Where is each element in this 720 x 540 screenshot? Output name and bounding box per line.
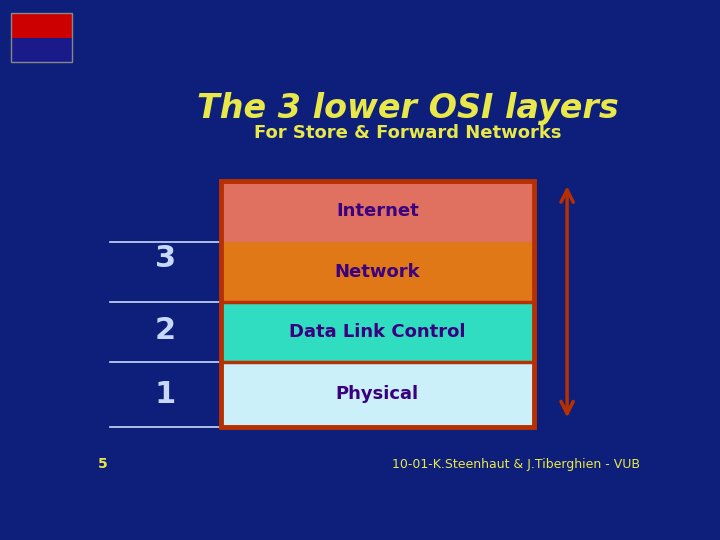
Text: 3: 3: [155, 244, 176, 273]
Text: 5: 5: [99, 457, 108, 471]
Bar: [221, 181, 534, 241]
Bar: [11, 14, 72, 38]
Text: For Store & Forward Networks: For Store & Forward Networks: [254, 124, 562, 143]
Text: Network: Network: [335, 262, 420, 281]
Text: 10-01-K.Steenhaut & J.Tiberghien - VUB: 10-01-K.Steenhaut & J.Tiberghien - VUB: [392, 458, 639, 471]
Bar: [221, 362, 534, 427]
Text: Internet: Internet: [336, 202, 419, 220]
Bar: [11, 38, 72, 62]
Bar: [221, 181, 534, 427]
Bar: [221, 241, 534, 302]
Text: 1: 1: [155, 380, 176, 409]
Text: Physical: Physical: [336, 386, 419, 403]
Bar: [221, 302, 534, 362]
Text: 2: 2: [155, 316, 176, 346]
Text: The 3 lower OSI layers: The 3 lower OSI layers: [197, 92, 619, 125]
Text: Data Link Control: Data Link Control: [289, 323, 466, 341]
